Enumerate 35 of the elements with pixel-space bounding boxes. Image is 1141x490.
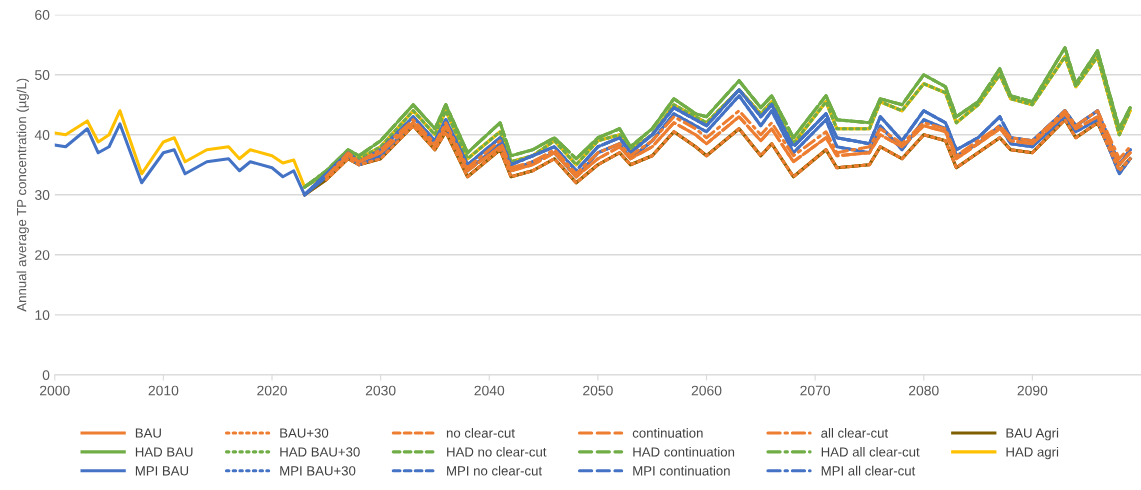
legend-label: MPI continuation	[633, 465, 730, 476]
y-tick-label: 10	[35, 310, 50, 320]
y-tick-label: 30	[34, 190, 50, 200]
y-axis-title: Annual average TP concentration (µg/L)	[16, 78, 29, 312]
y-tick-label: 20	[35, 250, 50, 260]
legend-label: BAU	[135, 428, 161, 438]
legend-label: HAD agri	[1006, 446, 1059, 460]
x-tick-label: 2000	[40, 385, 70, 396]
x-tick-label: 2040	[474, 385, 505, 396]
y-tick-label: 50	[35, 70, 50, 80]
y-tick-label: 40	[34, 130, 50, 140]
legend-label: HAD BAU	[135, 447, 193, 457]
legend-label: HAD continuation	[633, 446, 735, 457]
legend-label: no clear-cut	[446, 428, 515, 438]
legend-label: HAD BAU+30	[280, 447, 360, 457]
legend-label: HAD no clear-cut	[447, 446, 547, 457]
legend-label: MPI BAU+30	[280, 466, 356, 476]
x-tick-label: 2080	[909, 385, 939, 396]
y-tick-label: 0	[42, 370, 50, 381]
legend-label: continuation	[632, 428, 703, 438]
legend-label: BAU Agri	[1006, 428, 1059, 441]
x-tick-label: 2070	[800, 385, 831, 396]
legend-label: BAU+30	[280, 428, 329, 438]
x-tick-label: 2030	[365, 385, 396, 396]
x-tick-label: 2020	[257, 385, 287, 396]
legend-label: MPI BAU	[135, 466, 189, 476]
legend-label: HAD all clear-cut	[821, 446, 920, 457]
legend-label: MPI all clear-cut	[821, 465, 916, 476]
x-tick-label: 2060	[691, 385, 722, 396]
y-tick-label: 60	[35, 10, 50, 20]
legend-label: all clear-cut	[821, 428, 889, 438]
x-tick-label: 2090	[1017, 385, 1048, 396]
legend-label: MPI no clear-cut	[447, 465, 542, 476]
x-tick-label: 2050	[583, 385, 613, 396]
x-tick-label: 2010	[148, 385, 179, 396]
